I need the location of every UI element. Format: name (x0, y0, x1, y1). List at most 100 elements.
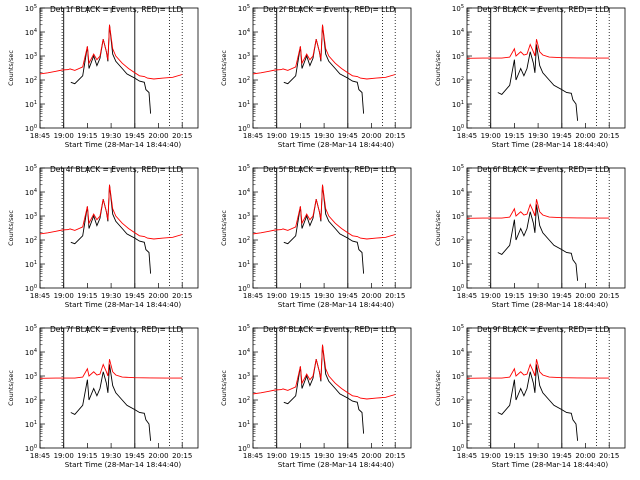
y-tick-label: 105 (452, 4, 464, 13)
x-tick-label: 19:45 (125, 132, 145, 140)
y-tick-label: 100 (25, 284, 37, 293)
x-tick-label: 18:45 (30, 292, 50, 300)
x-axis-label: Start Time (28-Mar-14 18:44:40) (65, 140, 182, 149)
x-tick-label: 19:15 (77, 132, 97, 140)
x-tick-label: 19:00 (54, 132, 74, 140)
x-axis-label: Start Time (28-Mar-14 18:44:40) (278, 460, 395, 469)
y-tick-label: 105 (452, 164, 464, 173)
x-tick-label: 18:45 (243, 452, 263, 460)
y-axis-label: Counts/sec (434, 50, 442, 86)
y-tick-label: 104 (452, 188, 464, 197)
x-tick-label: 19:00 (481, 292, 501, 300)
y-tick-label: 102 (238, 396, 250, 405)
plot-frame (39, 7, 199, 129)
series-line-events (70, 184, 152, 274)
y-tick-label: 102 (25, 236, 37, 245)
panel-title: Det 1f BLACK = Events, RED = LLD (50, 5, 183, 14)
panel-title: Det 9f BLACK = Events, RED = LLD (477, 325, 610, 334)
panel-title: Det 3f BLACK = Events, RED = LLD (477, 5, 610, 14)
plot-frame (252, 327, 412, 449)
detector-panel: Det 2f BLACK = Events, RED = LLD 100 101 10… (220, 4, 412, 149)
series-line-lld (39, 359, 183, 379)
y-tick-label: 103 (238, 372, 250, 381)
x-tick-label: 19:45 (338, 292, 358, 300)
x-tick-label: 19:15 (290, 292, 310, 300)
x-tick-label: 19:00 (267, 452, 287, 460)
x-tick-label: 20:15 (172, 292, 192, 300)
x-tick-label: 20:15 (172, 132, 192, 140)
y-tick-label: 104 (238, 348, 250, 357)
y-tick-label: 100 (238, 124, 250, 133)
y-tick-label: 104 (25, 188, 37, 197)
detector-panel: Det 3f BLACK = Events, RED = LLD 100 101 10… (434, 4, 626, 149)
y-tick-label: 103 (25, 52, 37, 61)
series-line-lld (466, 39, 610, 59)
x-tick-label: 19:15 (77, 292, 97, 300)
y-tick-label: 102 (25, 76, 37, 85)
y-tick-label: 101 (452, 100, 464, 109)
x-tick-label: 19:15 (290, 132, 310, 140)
y-tick-label: 103 (452, 52, 464, 61)
series-line-lld (252, 344, 396, 400)
y-axis-label: Counts/sec (220, 370, 228, 406)
y-axis-label: Counts/sec (7, 370, 15, 406)
y-tick-label: 101 (452, 260, 464, 269)
y-tick-label: 100 (238, 284, 250, 293)
series-line-events (283, 344, 365, 434)
plot-frame (466, 327, 626, 449)
x-tick-label: 19:00 (54, 452, 74, 460)
series-line-events (70, 24, 152, 114)
x-tick-label: 20:00 (148, 132, 168, 140)
series-line-events (283, 184, 365, 274)
y-tick-label: 102 (452, 396, 464, 405)
y-axis-label: Counts/sec (434, 370, 442, 406)
panel-title: Det 7f BLACK = Events, RED = LLD (50, 325, 183, 334)
y-tick-label: 104 (452, 348, 464, 357)
x-tick-label: 19:30 (528, 132, 548, 140)
y-tick-label: 103 (238, 212, 250, 221)
series-line-lld (39, 24, 183, 80)
y-tick-label: 100 (452, 284, 464, 293)
x-tick-label: 18:45 (457, 452, 477, 460)
series-line-lld (39, 184, 183, 240)
y-tick-label: 105 (452, 324, 464, 333)
y-tick-label: 103 (452, 212, 464, 221)
detector-panel: Det 4f BLACK = Events, RED = LLD 100 101 10… (7, 164, 199, 309)
panel-title: Det 2f BLACK = Events, RED = LLD (263, 5, 396, 14)
plot-frame (252, 167, 412, 289)
y-tick-label: 101 (238, 260, 250, 269)
series-line-lld (252, 184, 396, 240)
plot-frame (39, 167, 199, 289)
panel-title: Det 8f BLACK = Events, RED = LLD (263, 325, 396, 334)
x-tick-label: 20:00 (575, 452, 595, 460)
plot-frame (466, 7, 626, 129)
y-tick-label: 100 (452, 444, 464, 453)
x-axis-label: Start Time (28-Mar-14 18:44:40) (278, 140, 395, 149)
y-tick-label: 100 (452, 124, 464, 133)
detector-panel: Det 9f BLACK = Events, RED = LLD 100 101 10… (434, 324, 626, 469)
y-tick-label: 100 (25, 444, 37, 453)
plot-frame (39, 327, 199, 449)
y-tick-label: 100 (25, 124, 37, 133)
x-tick-label: 19:45 (338, 132, 358, 140)
detector-panel: Det 6f BLACK = Events, RED = LLD 100 101 10… (434, 164, 626, 309)
x-tick-label: 19:30 (101, 292, 121, 300)
y-tick-label: 100 (238, 444, 250, 453)
series-line-events (283, 24, 365, 114)
y-axis-label: Counts/sec (7, 50, 15, 86)
y-tick-label: 103 (25, 372, 37, 381)
y-tick-label: 102 (452, 76, 464, 85)
x-tick-label: 19:15 (504, 292, 524, 300)
y-tick-label: 105 (238, 324, 250, 333)
y-axis-label: Counts/sec (7, 210, 15, 246)
x-tick-label: 20:00 (361, 132, 381, 140)
x-tick-label: 20:15 (599, 292, 619, 300)
x-tick-label: 18:45 (457, 132, 477, 140)
y-tick-label: 103 (452, 372, 464, 381)
y-tick-label: 105 (238, 164, 250, 173)
y-tick-label: 104 (25, 348, 37, 357)
series-line-events (70, 364, 152, 441)
x-tick-label: 20:15 (599, 132, 619, 140)
x-axis-label: Start Time (28-Mar-14 18:44:40) (65, 460, 182, 469)
y-axis-label: Counts/sec (220, 50, 228, 86)
